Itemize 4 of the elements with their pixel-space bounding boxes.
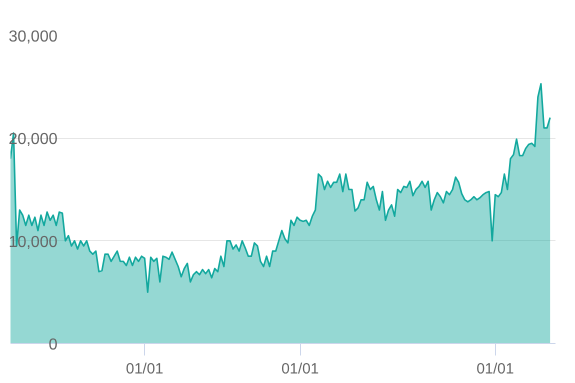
y-tick-label: 30,000 — [8, 28, 58, 46]
x-tick-label: 01/01 — [476, 360, 514, 378]
x-tick-label: 01/01 — [126, 360, 164, 378]
x-tick-label: 01/01 — [281, 360, 319, 378]
